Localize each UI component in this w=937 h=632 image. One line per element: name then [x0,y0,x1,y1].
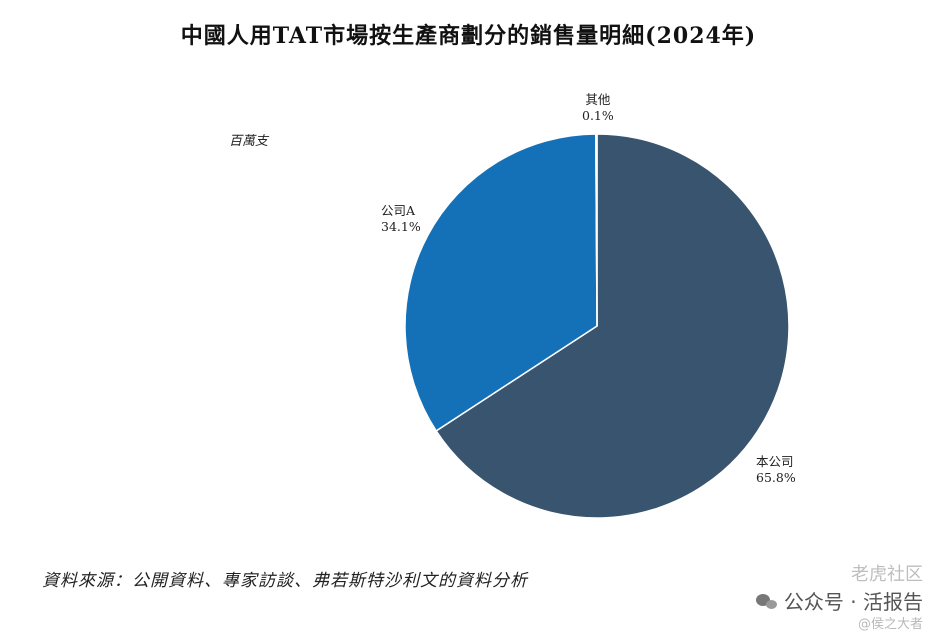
source-note: 資料來源：公開資料、專家訪談、弗若斯特沙利文的資料分析 [42,571,528,591]
slice-label-benGongSi: 本公司 65.8% [756,454,796,486]
slice-label-name: 本公司 [756,454,794,469]
watermark-main: 公众号 · 活报告 [755,586,923,615]
slice-label-name: 公司A [381,203,416,218]
slice-label-name: 其他 [585,92,611,107]
slice-label-qita: 其他 0.1% [582,92,614,124]
slice-label-value: 34.1% [381,219,421,234]
wechat-icon [755,592,778,610]
watermark-top-text: 老虎社区 [851,564,923,585]
watermark-sub-text: @侯之大者 [857,617,923,632]
pie-slice-2 [404,133,598,432]
unit-label: 百萬支 [229,134,269,149]
slice-label-gongsiA: 公司A 34.1% [381,203,421,235]
slice-label-value: 65.8% [756,470,796,485]
chart-title: 中國人用TAT市場按生產商劃分的銷售量明細(2024年) [180,23,757,49]
pie-slices [404,133,790,519]
watermark-main-text: 公众号 · 活报告 [783,590,923,614]
pie-slice-1 [435,133,790,519]
pie-slice-3 [595,133,598,327]
watermark: 老虎社区 公众号 · 活报告 @侯之大者 [755,560,923,632]
slice-label-value: 0.1% [582,108,614,123]
